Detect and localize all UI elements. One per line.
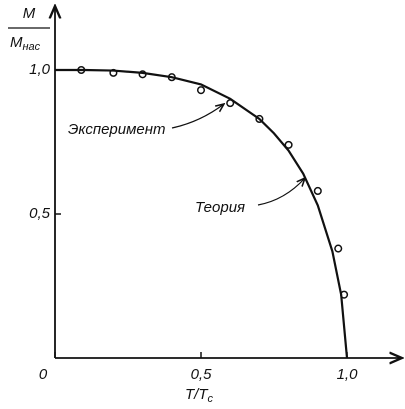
data-point xyxy=(313,186,322,196)
y-label-numerator: M xyxy=(23,5,36,22)
annotation-theory: Теория xyxy=(195,199,245,216)
y-tick-label: 1,0 xyxy=(29,61,51,78)
x-label-sub: c xyxy=(208,393,214,405)
data-point xyxy=(196,86,206,95)
theory-curve xyxy=(55,68,349,359)
annotation-experiment: Эксперимент xyxy=(68,121,165,138)
x-label-main: T/T xyxy=(185,386,209,403)
y-tick-label: 0,5 xyxy=(29,205,51,222)
annotation-arrow xyxy=(257,178,305,206)
y-label-denominator-main: M xyxy=(10,34,23,51)
x-label: T/Tc xyxy=(185,386,214,405)
annotation-arrow xyxy=(171,104,224,129)
data-point xyxy=(284,140,293,149)
x-tick-label: 0 xyxy=(39,366,48,383)
x-tick-label: 0,5 xyxy=(191,366,213,383)
y-label-denominator-sub: нас xyxy=(23,41,41,53)
x-tick-label: 1,0 xyxy=(337,366,359,383)
data-point xyxy=(334,244,343,253)
y-label-denominator: Mнас xyxy=(10,34,41,53)
